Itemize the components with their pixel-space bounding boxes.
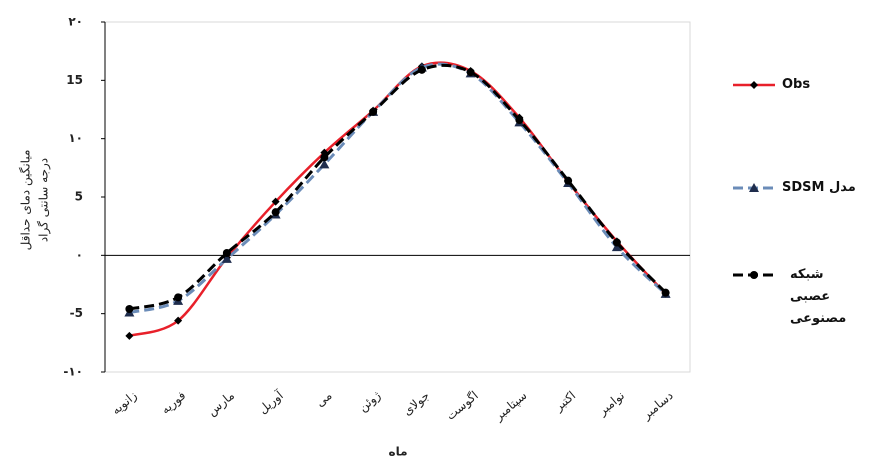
- x-tick-label: می: [313, 388, 335, 409]
- plot-frame: [105, 22, 690, 372]
- legend-label: مدل SDSM: [782, 177, 862, 199]
- point: [174, 293, 182, 301]
- point: [223, 249, 231, 257]
- y-tick-label: -5: [70, 306, 83, 320]
- page: ماه میانگین دمای حداقل درجه سانتی گراد ۲…: [0, 0, 877, 464]
- x-tick-label: زانویه: [109, 388, 141, 418]
- point: [125, 305, 133, 313]
- point: [613, 239, 621, 247]
- point: [418, 66, 426, 74]
- y-tick-label: -۱۰: [63, 365, 83, 379]
- point: [662, 289, 670, 297]
- x-tick-label: نوامبر: [595, 388, 628, 419]
- point: [125, 332, 133, 340]
- point: [467, 68, 475, 76]
- x-tick-label: جولای: [400, 388, 433, 419]
- x-tick-label: سپتامبر: [491, 388, 530, 424]
- y-tick-label: ۱۰: [68, 131, 83, 145]
- series-line: [129, 65, 665, 309]
- y-tick-label: ۲۰: [68, 15, 83, 29]
- y-axis-title: میانگین دمای حداقل: [19, 150, 34, 251]
- point: [750, 271, 758, 279]
- y-tick-label: 5: [75, 190, 83, 204]
- y-axis-title: درجه سانتی گراد: [37, 158, 52, 242]
- point: [564, 177, 572, 185]
- point: [369, 108, 377, 116]
- point: [750, 81, 758, 89]
- series-line: [129, 64, 665, 312]
- x-tick-label: ژوئن: [356, 388, 384, 415]
- series-line: [129, 63, 665, 336]
- y-tick-label: 15: [66, 73, 83, 87]
- point: [320, 153, 328, 161]
- x-tick-label: فوریه: [158, 388, 189, 417]
- x-axis-title: ماه: [388, 445, 407, 459]
- x-tick-label: اکتبر: [551, 388, 579, 415]
- y-tick-label: ۰: [76, 248, 83, 262]
- chart: ماه میانگین دمای حداقل درجه سانتی گراد ۲…: [0, 0, 877, 464]
- legend-label: شبکه عصبی مصنوعی: [790, 264, 852, 330]
- x-tick-label: مارس: [205, 388, 238, 419]
- point: [515, 116, 523, 124]
- x-tick-label: اگوست: [443, 388, 481, 423]
- legend-label: Obs: [782, 74, 862, 96]
- point: [272, 208, 280, 216]
- x-tick-label: آوریل: [255, 387, 287, 417]
- x-tick-label: دسامبر: [639, 388, 677, 423]
